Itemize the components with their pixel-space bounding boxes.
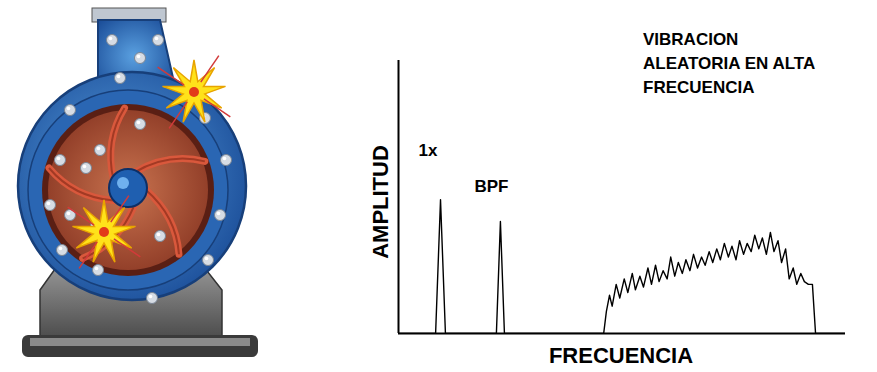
- svg-text:BPF: BPF: [474, 177, 508, 196]
- html-text:VIBRACION ALEATORIA EN ALTA FR: VIBRACION ALEATORIA EN ALTA FRECUENCIA: [643, 30, 815, 97]
- svg-text:1x: 1x: [419, 141, 438, 160]
- html-text:FRECUENCIA: FRECUENCIA: [548, 343, 694, 368]
- html-text:AMPLITUD: AMPLITUD: [368, 145, 393, 259]
